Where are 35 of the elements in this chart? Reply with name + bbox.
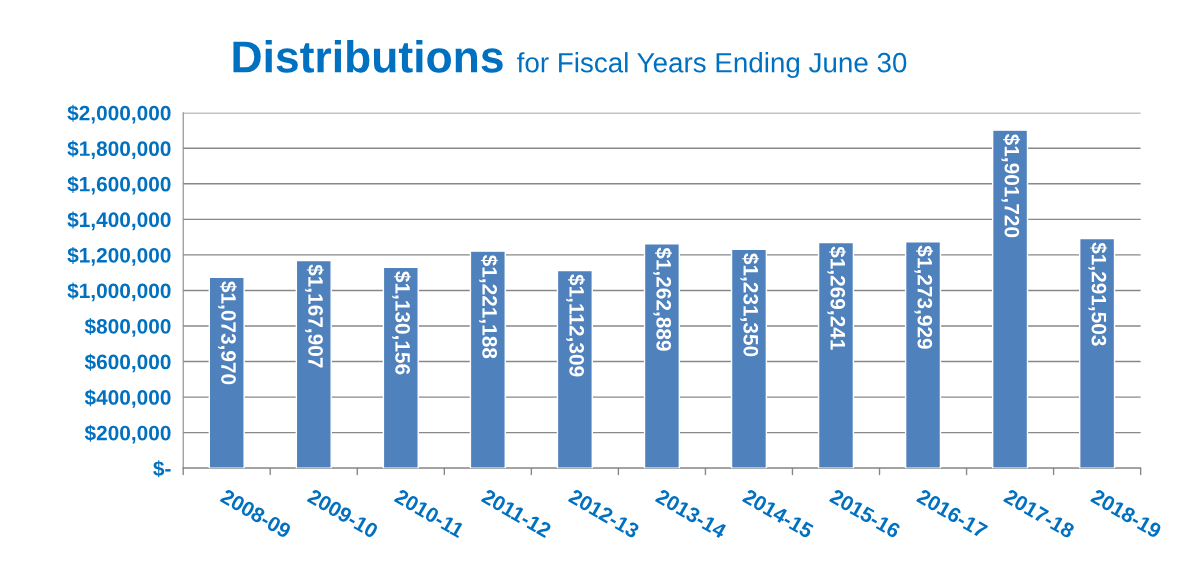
bar [556, 269, 593, 469]
y-tick-label: $- [153, 460, 171, 478]
data-label: $1,273,929 [914, 245, 934, 349]
bar [1079, 237, 1116, 469]
y-tick-label: $1,600,000 [67, 175, 171, 195]
y-tick-label: $200,000 [84, 424, 171, 444]
y-tick-label: $800,000 [84, 318, 171, 337]
y-tick-label: $400,000 [84, 389, 171, 408]
bar [469, 250, 506, 469]
y-tick-label: $1,800,000 [67, 140, 171, 160]
data-label: $1,291,503 [1088, 242, 1108, 346]
bar [904, 241, 942, 469]
data-label: $1,130,156 [392, 271, 411, 375]
bar [991, 129, 1029, 469]
data-label: $1,901,720 [1001, 134, 1021, 238]
bar [382, 266, 419, 469]
y-tick-label: $1,400,000 [67, 211, 171, 231]
chart-subtitle: for Fiscal Years Ending June 30 [517, 52, 907, 79]
bar [643, 243, 681, 469]
y-tick-label: $600,000 [84, 353, 171, 373]
data-label: $1,231,350 [740, 253, 760, 357]
bar [817, 241, 855, 469]
y-tick-label: $2,000,000 [67, 104, 171, 124]
bar [208, 276, 245, 469]
data-label: $1,262,889 [653, 247, 672, 351]
data-label: $1,269,241 [827, 246, 847, 350]
bar [295, 259, 332, 469]
data-label: $1,167,907 [305, 264, 324, 368]
y-tick-label: $1,000,000 [67, 282, 171, 302]
data-label: $1,112,309 [566, 274, 585, 377]
data-label: $1,073,970 [218, 281, 237, 385]
y-tick-label: $1,200,000 [67, 246, 171, 266]
chart-title: Distributions [233, 40, 503, 73]
data-label: $1,221,188 [479, 254, 498, 359]
bar [730, 248, 768, 469]
